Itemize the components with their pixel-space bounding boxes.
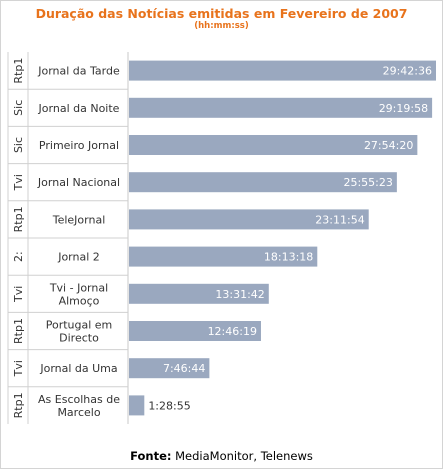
bar (129, 246, 318, 267)
bar (129, 209, 369, 230)
channel-label: Rtp1 (12, 206, 25, 232)
category-label: Almoço (59, 294, 100, 307)
category-label: Jornal da Tarde (37, 65, 120, 78)
bar (129, 135, 418, 155)
bar (129, 172, 397, 193)
data-label: 18:13:18 (264, 251, 313, 264)
channel-label: Sic (12, 137, 25, 153)
data-label: 7:46:44 (163, 362, 205, 375)
bar (129, 97, 433, 118)
data-label: 23:11:54 (315, 213, 364, 226)
bar (129, 321, 261, 341)
data-label: 25:55:23 (343, 176, 392, 189)
category-label: Primeiro Jornal (39, 139, 119, 152)
source-text: MediaMonitor, Telenews (171, 449, 313, 463)
category-label: Marcelo (57, 406, 100, 419)
channel-label: 2: (12, 251, 25, 262)
data-label: 1:28:55 (148, 399, 190, 412)
data-label: 12:46:19 (208, 325, 257, 338)
category-label: Jornal da Noite (38, 102, 120, 115)
data-label: 29:42:36 (383, 65, 432, 78)
channel-label: Rtp1 (12, 392, 25, 418)
chart-subtitle: (hh:mm:ss) (194, 21, 249, 31)
channel-label: Rtp1 (12, 58, 25, 84)
bar (129, 283, 269, 304)
channel-label: Sic (12, 100, 25, 116)
data-label: 27:54:20 (364, 139, 413, 152)
category-label: Portugal em (46, 319, 113, 332)
channel-label: Rtp1 (12, 318, 25, 344)
category-label: Jornal Nacional (37, 176, 120, 189)
category-label: Jornal 2 (57, 251, 100, 264)
bar (129, 358, 210, 379)
channel-label: Tvi (12, 360, 25, 377)
category-label: TeleJornal (52, 213, 106, 226)
bar (129, 60, 436, 81)
data-label: 13:31:42 (215, 288, 264, 301)
data-label: 29:19:58 (379, 102, 428, 115)
category-label: Jornal da Uma (39, 362, 117, 375)
channel-label: Tvi (12, 286, 25, 303)
channel-label: Tvi (12, 174, 25, 191)
source-label: Fonte: (130, 449, 172, 463)
category-label: As Escolhas de (38, 393, 120, 406)
source-note: Fonte: MediaMonitor, Telenews (0, 449, 443, 463)
bar (129, 395, 145, 416)
chart-title: Duração das Notícias emitidas em Feverei… (35, 6, 408, 21)
category-label: Tvi - Jornal (49, 281, 108, 294)
category-label: Directo (59, 332, 99, 345)
